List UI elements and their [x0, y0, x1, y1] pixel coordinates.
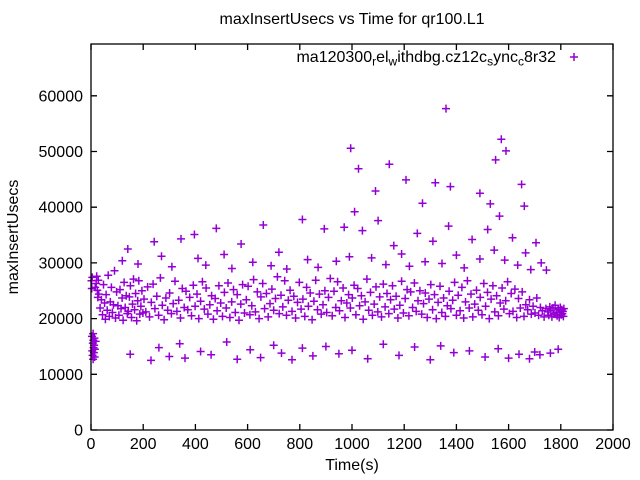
chart-title: maxInsertUsecs vs Time for qr100.L1 [220, 11, 485, 28]
y-tick-label: 50000 [39, 144, 84, 161]
axis-ticks [90, 44, 614, 431]
plot-border-rect [90, 43, 614, 431]
plus-marker-icon [570, 53, 578, 61]
y-tick-label: 10000 [39, 367, 84, 384]
legend: ma120300relwithdbg.cz12csyncc8r32 [296, 49, 578, 69]
x-tick-label: 400 [182, 436, 209, 453]
legend-series-label: ma120300relwithdbg.cz12csyncc8r32 [296, 49, 556, 69]
scatter-points [87, 104, 568, 365]
x-tick-label: 600 [234, 436, 261, 453]
y-tick-label: 20000 [39, 311, 84, 328]
plot-border [90, 43, 614, 431]
x-tick-label: 1400 [439, 436, 475, 453]
legend-plus-marker-icon [570, 53, 578, 61]
x-tick-label: 0 [87, 436, 96, 453]
y-tick-label: 40000 [39, 200, 84, 217]
x-tick-label: 1800 [543, 436, 579, 453]
x-tick-label: 800 [286, 436, 313, 453]
y-tick-label: 0 [74, 423, 83, 440]
x-tick-label: 1200 [386, 436, 422, 453]
y-tick-label: 30000 [39, 255, 84, 272]
y-tick-labels: 0 10000 20000 30000 40000 50000 60000 [39, 88, 84, 439]
x-axis-label: Time(s) [325, 457, 379, 474]
series-points [87, 104, 568, 365]
y-axis-label: maxInsertUsecs [5, 180, 22, 295]
x-tick-label: 1000 [334, 436, 370, 453]
y-tick-label: 60000 [39, 88, 84, 105]
x-tick-label: 2000 [595, 436, 631, 453]
x-tick-label: 1600 [491, 436, 527, 453]
x-tick-labels: 0 200 400 600 800 1000 1200 1400 1600 1800 2000 [87, 436, 631, 453]
x-tick-label: 200 [130, 436, 157, 453]
